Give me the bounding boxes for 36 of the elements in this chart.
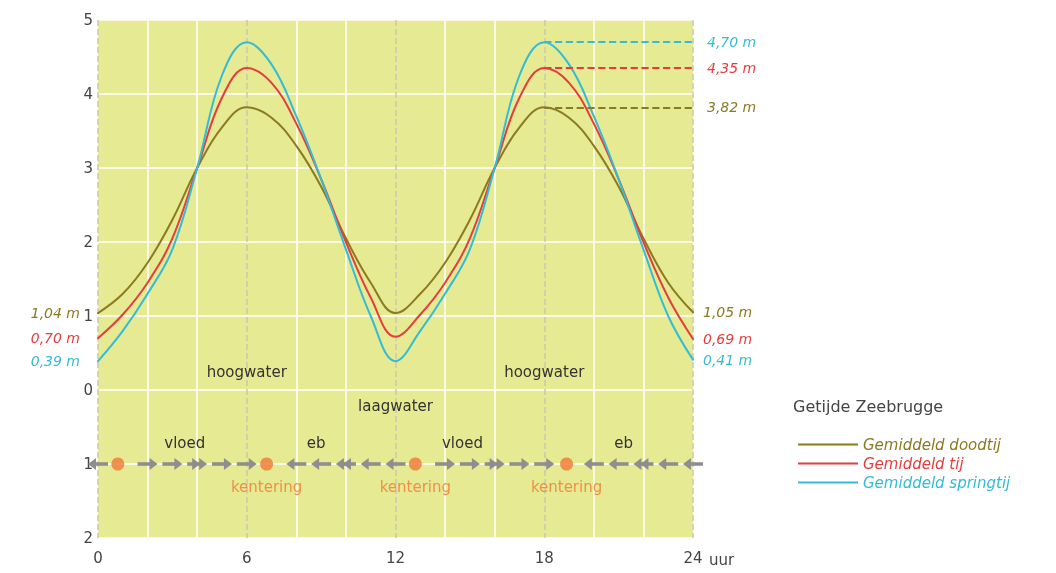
annotation: hoogwater bbox=[504, 362, 586, 381]
data-label: 0,69 m bbox=[703, 330, 753, 347]
line-series bbox=[97, 106, 694, 315]
annotation: vloed bbox=[164, 434, 206, 453]
y-tick-label: 2 bbox=[83, 233, 93, 251]
y-tick-label: 1 bbox=[83, 307, 93, 325]
y-tick-label: 1 bbox=[83, 455, 93, 473]
data-label: 4,70 m bbox=[707, 34, 757, 51]
x-axis-title: uur bbox=[709, 550, 736, 569]
line-series bbox=[97, 41, 694, 363]
y-tick-label: 5 bbox=[83, 11, 93, 29]
annotation: hoogwater bbox=[206, 362, 288, 381]
x-tick-label: 18 bbox=[534, 548, 554, 567]
y-tick-label: 3 bbox=[83, 159, 93, 177]
data-label: 0,41 m bbox=[703, 351, 753, 368]
legend-label: Gemiddeld springtij bbox=[863, 473, 1012, 492]
data-label: 0,70 m bbox=[30, 330, 80, 347]
legend-title: Getijde Zeebrugge bbox=[793, 396, 944, 416]
x-tick-label: 6 bbox=[241, 548, 252, 567]
data-label: 3,82 m bbox=[707, 99, 757, 116]
legend-label: Gemiddeld tij bbox=[863, 454, 965, 473]
legend-label: Gemiddeld doodtij bbox=[863, 435, 1002, 454]
data-label: 1,05 m bbox=[703, 304, 753, 321]
x-tick-label: 12 bbox=[385, 548, 406, 567]
annotation: laagwater bbox=[358, 397, 434, 416]
y-tick-label: 2 bbox=[83, 529, 93, 547]
data-label: 0,39 m bbox=[30, 353, 80, 370]
data-label: 1,04 m bbox=[30, 305, 80, 322]
annotation: vloed bbox=[441, 434, 483, 453]
y-tick-label: 0 bbox=[83, 381, 93, 399]
annotation: eb bbox=[306, 434, 326, 453]
line-series bbox=[97, 67, 694, 340]
data-label: 4,35 m bbox=[707, 60, 757, 77]
annotation: eb bbox=[614, 434, 633, 453]
x-tick-label: 24 bbox=[683, 548, 703, 567]
y-tick-label: 4 bbox=[83, 85, 93, 103]
